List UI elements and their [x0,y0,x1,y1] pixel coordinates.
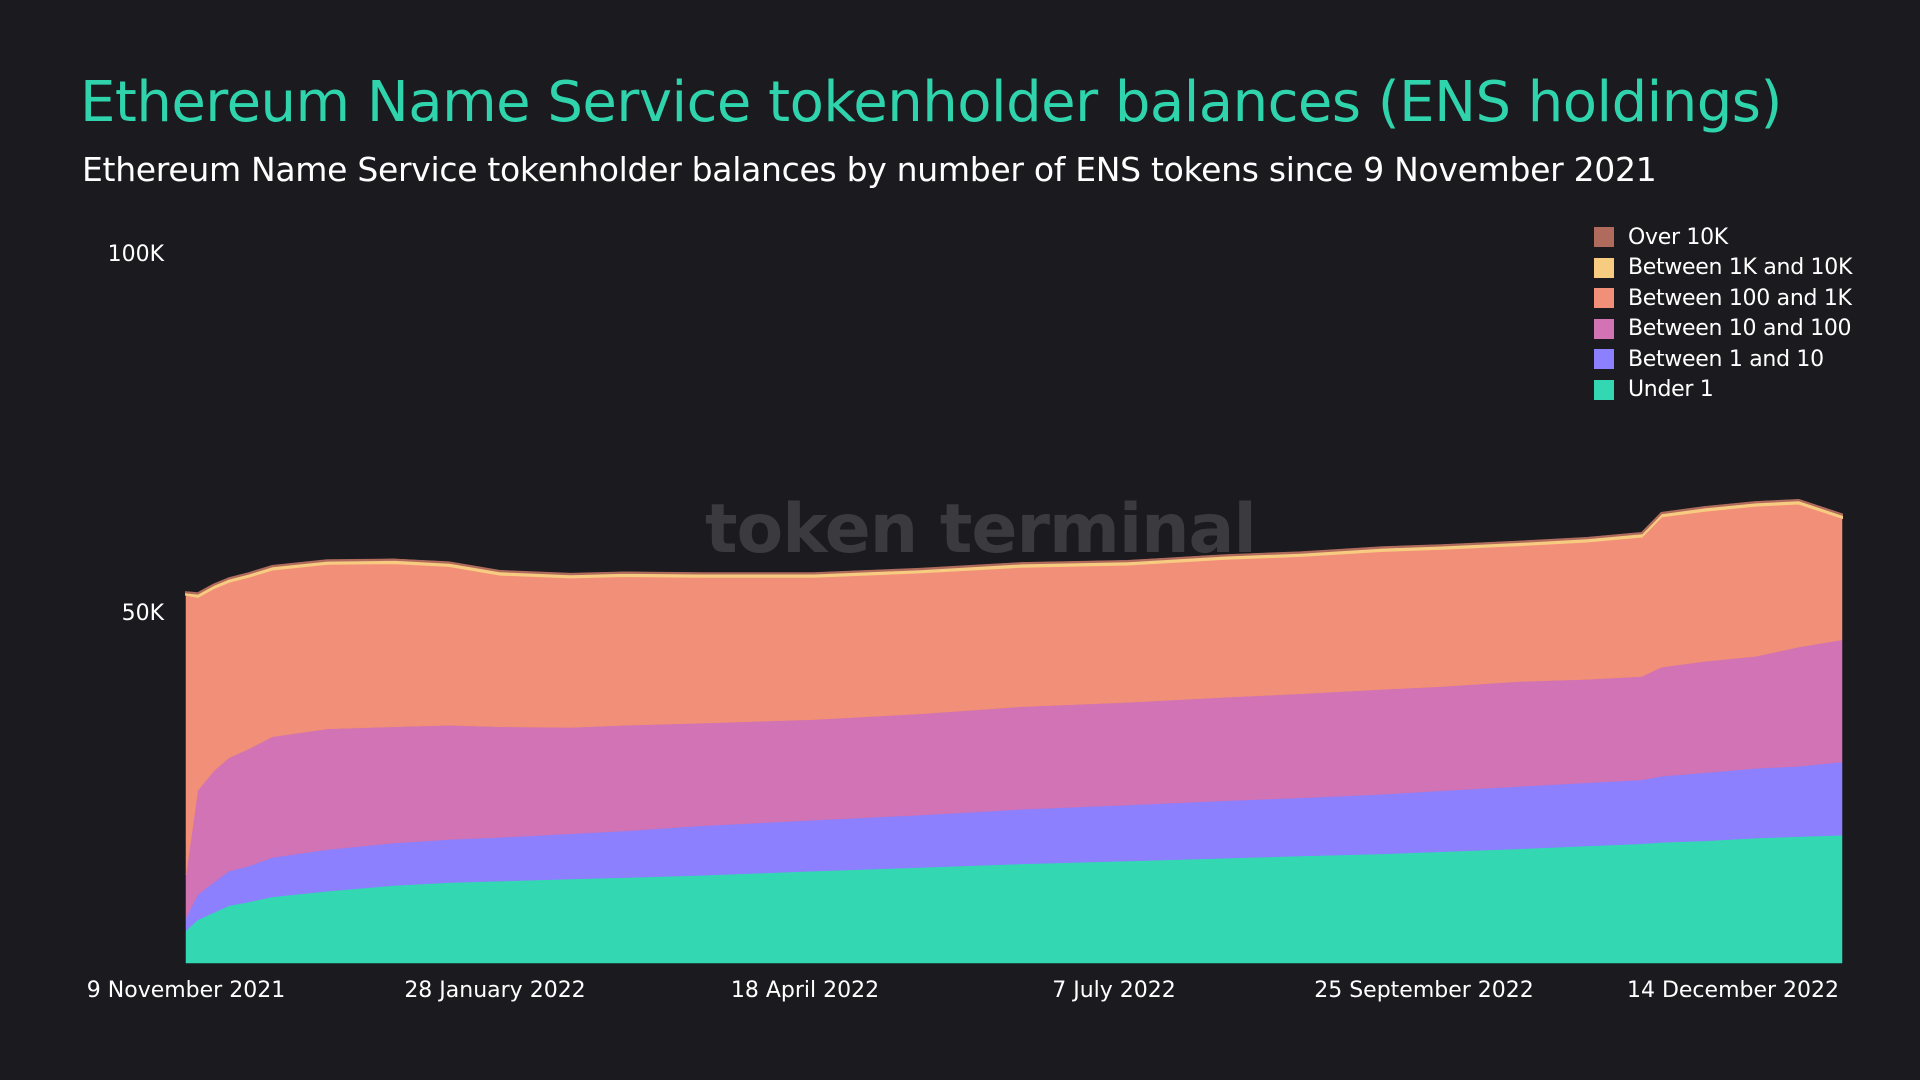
legend-swatch [1594,257,1614,278]
legend-label: Between 10 and 100 [1628,316,1852,342]
legend-item: Between 1 and 10 [1594,344,1852,375]
x-tick-label: 25 September 2022 [1314,978,1534,1003]
legend-label: Between 1K and 10K [1628,255,1853,281]
legend-swatch [1594,379,1614,400]
watermark-logo: token terminal_ [705,490,1290,569]
x-tick-label: 9 November 2021 [87,978,285,1003]
y-axis: 50K 100K [108,242,165,626]
legend-swatch [1594,349,1614,370]
legend-swatch [1594,318,1614,339]
x-tick-label: 7 July 2022 [1052,978,1176,1003]
legend-label: Between 1 and 10 [1628,346,1824,372]
x-tick-label: 18 April 2022 [731,978,879,1003]
legend-item: Between 10 and 100 [1594,314,1852,345]
chart-subtitle: Ethereum Name Service tokenholder balanc… [82,150,1657,189]
legend-swatch [1594,227,1614,248]
x-tick-label: 28 January 2022 [404,978,585,1003]
legend-item: Over 10K [1594,222,1852,253]
x-tick-label: 14 December 2022 [1627,978,1839,1003]
legend-label: Over 10K [1628,224,1728,250]
legend-item: Between 100 and 1K [1594,283,1852,314]
areas-layer [185,498,1843,964]
legend-label: Under 1 [1628,377,1714,403]
y-tick-label: 50K [122,601,165,626]
area-series-over-10k [185,498,1843,595]
legend-item: Under 1 [1594,375,1852,406]
legend-swatch [1594,288,1614,309]
legend-item: Between 1K and 10K [1594,253,1852,284]
y-tick-label: 100K [108,242,165,267]
x-axis: 9 November 2021 28 January 2022 18 April 2… [87,978,1839,1003]
chart-title: Ethereum Name Service tokenholder balanc… [80,70,1782,135]
legend-label: Between 100 and 1K [1628,285,1852,311]
chart-legend: Over 10K Between 1K and 10K Between 100 an… [1594,222,1852,405]
